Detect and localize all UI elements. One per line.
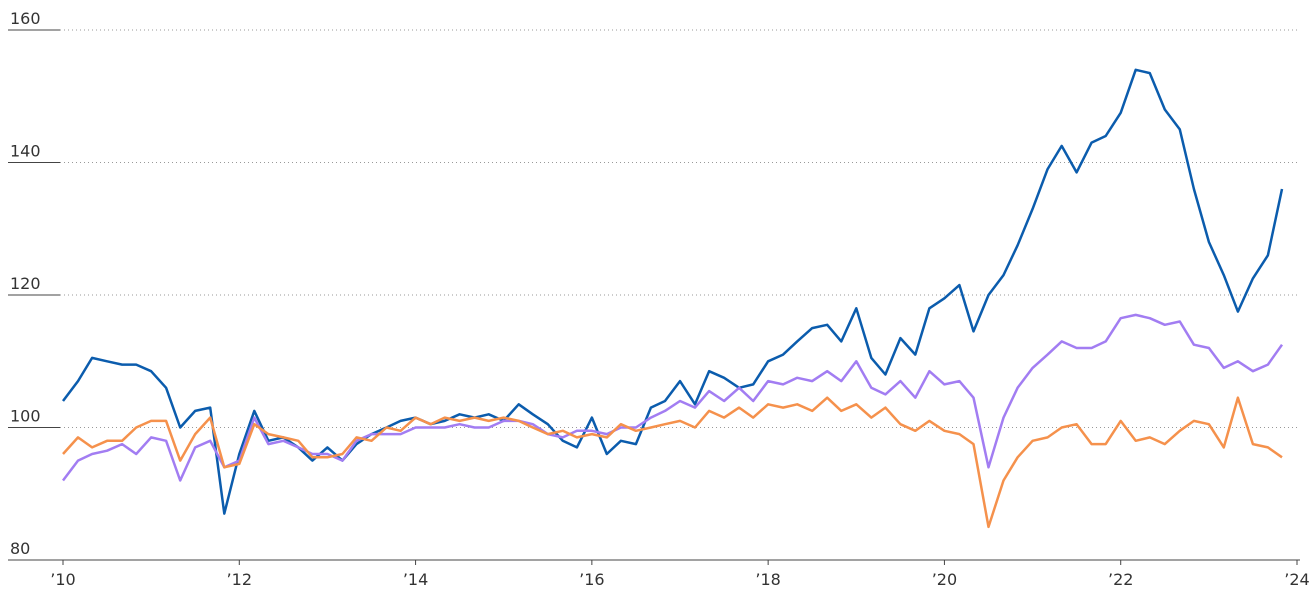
x-tick-label: ’14: [403, 570, 428, 589]
y-tick-label: 80: [10, 539, 30, 558]
x-tick-label: ’18: [755, 570, 780, 589]
series-line: [62, 396, 1283, 529]
y-tick-label: 140: [10, 142, 41, 161]
x-tick-label: ’12: [227, 570, 252, 589]
y-tick-label: 120: [10, 274, 41, 293]
series-line: [62, 68, 1284, 515]
x-tick-label: ’16: [579, 570, 604, 589]
x-tick-label: ’10: [50, 570, 75, 589]
y-tick-label: 160: [10, 9, 41, 28]
x-tick-label: ’20: [932, 570, 957, 589]
x-tick-label: ’22: [1108, 570, 1133, 589]
series-line: [62, 313, 1284, 482]
y-tick-label: 100: [10, 407, 41, 426]
x-tick-label: ’24: [1284, 570, 1309, 589]
